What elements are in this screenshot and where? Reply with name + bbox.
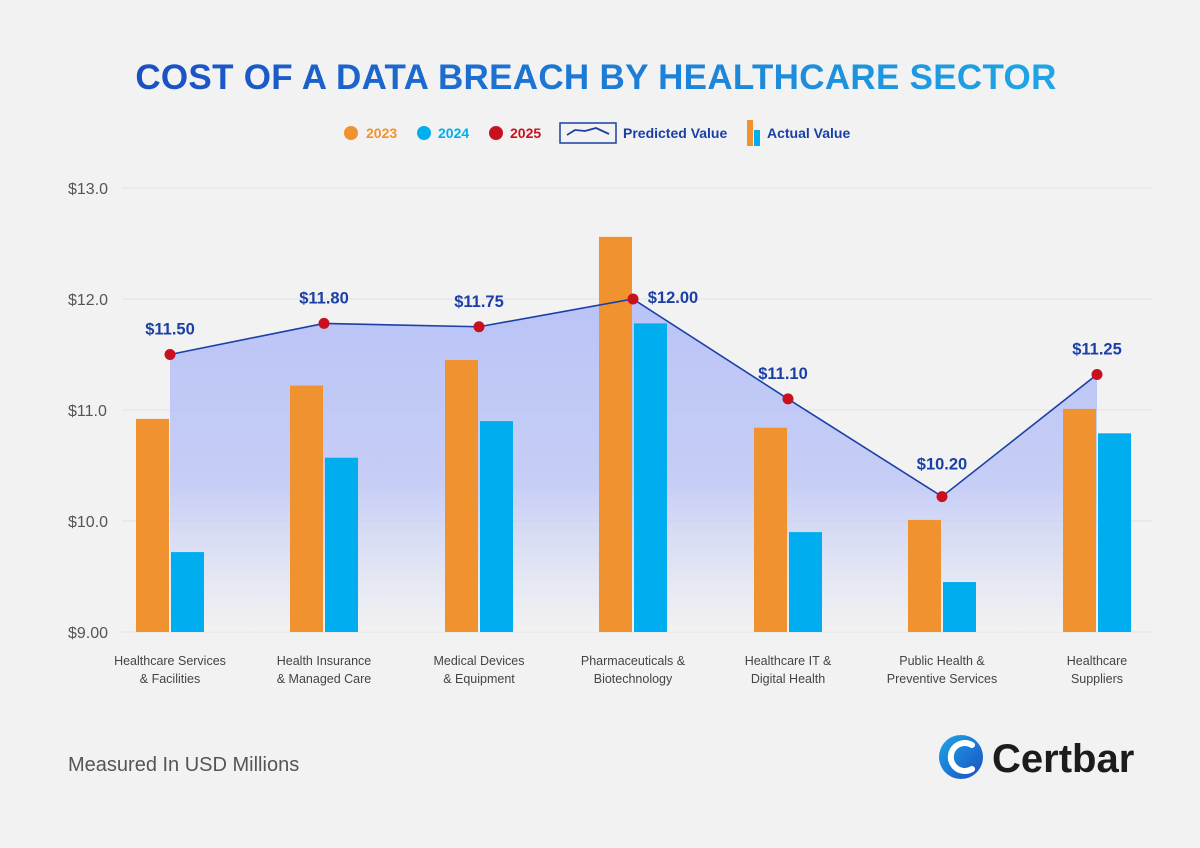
bar-2024 [1098,433,1131,632]
value-label-2025: $11.10 [758,365,808,383]
bar-2023 [754,427,787,632]
prediction-area [170,299,1097,632]
bar-2024 [480,421,513,632]
x-axis-labels: Healthcare Services & Facilities Health In… [114,654,1127,686]
point-2025 [1091,368,1103,380]
x-category-label: Public Health & Preventive Services [887,654,997,686]
point-2025 [936,491,948,503]
x-category-label: Health Insurance & Managed Care [277,654,372,686]
bars [136,236,1131,632]
chart-title: COST OF A DATA BREACH BY HEALTHCARE SECT… [135,58,1056,97]
prediction-line-layer: $11.50 $11.80 $11.75 $12.00 $11.10 $10.20 $11.… [145,289,1122,503]
bar-2023 [445,360,478,632]
value-label-2025: $10.20 [917,456,967,474]
y-tick-label: $10.0 [68,514,108,531]
prediction-area-fill [170,299,1097,632]
predicted-line-icon [559,122,617,144]
brand-logo: Certbar [939,735,1134,781]
x-category-label: Medical Devices & Equipment [433,654,524,686]
y-tick-label: $9.00 [68,625,108,642]
legend-label-2024: 2024 [438,125,469,141]
legend-label-predicted: Predicted Value [623,125,727,141]
point-2025 [782,393,794,405]
bar-2024 [789,532,822,632]
y-axis-ticks: $9.00 $10.0 $11.0 $12.0 $13.0 [68,181,108,642]
value-label-2025: $12.00 [648,289,698,307]
x-category-label: Pharmaceuticals & Biotechnology [581,654,686,686]
bar-2023 [1063,408,1096,632]
bar-2024 [634,323,667,632]
y-tick-label: $12.0 [68,292,108,309]
bar-2024 [943,582,976,632]
legend-swatch-2024 [417,126,431,140]
value-label-2025: $11.50 [145,321,195,339]
legend-swatch-2023 [344,126,358,140]
actual-bars-icon [747,120,760,146]
footnote: Measured In USD Millions [68,754,299,776]
bar-2023 [136,418,169,632]
y-tick-label: $11.0 [68,403,107,420]
legend-label-2023: 2023 [366,125,397,141]
y-tick-label: $13.0 [68,181,108,198]
value-label-2025: $11.25 [1072,340,1122,358]
x-category-label: Healthcare Services & Facilities [114,654,226,686]
point-2025 [318,317,330,329]
legend-label-actual: Actual Value [767,125,850,141]
x-category-label: Healthcare Suppliers [1067,654,1127,686]
legend-label-2025: 2025 [510,125,541,141]
point-2025 [473,321,485,333]
bar-2024 [325,457,358,632]
brand-name: Certbar [992,737,1134,781]
bar-2023 [290,385,323,632]
legend-swatch-2025 [489,126,503,140]
bar-2024 [171,552,204,632]
x-category-label: Healthcare IT & Digital Health [745,654,832,686]
value-label-2025: $11.75 [454,293,504,311]
legend: 2023 2024 2025 Predicted Value Actual Va… [344,120,850,146]
point-2025 [164,349,176,360]
bar-2023 [908,519,941,632]
bar-2023 [599,236,632,632]
certbar-logo-icon [939,735,983,779]
value-label-2025: $11.80 [299,289,349,307]
point-2025 [627,293,639,305]
